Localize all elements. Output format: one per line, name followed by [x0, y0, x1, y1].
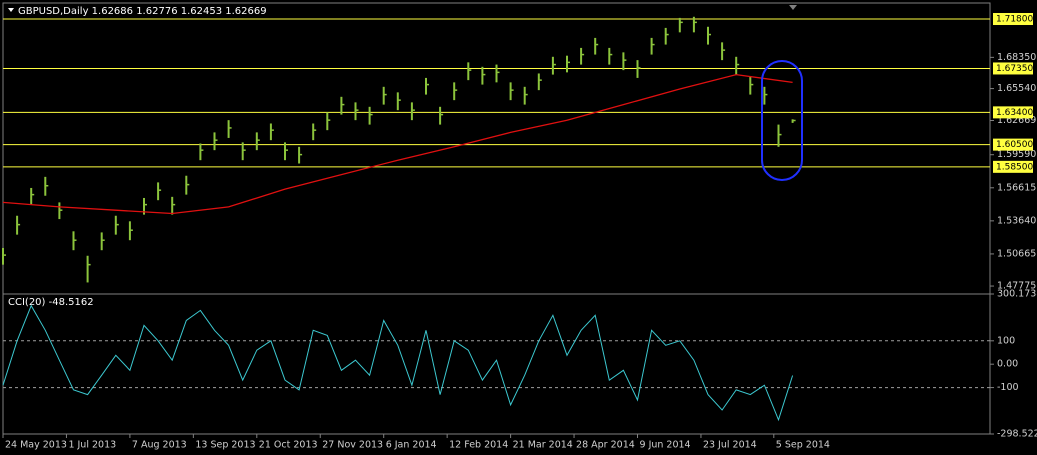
y-tick-label: 1.50665	[997, 248, 1036, 259]
chart-title: GBPUSD,Daily 1.62686 1.62776 1.62453 1.6…	[18, 6, 267, 17]
level-label: 1.67350	[996, 64, 1033, 74]
x-tick-label: 6 Jan 2014	[386, 440, 437, 451]
x-tick-label: 1 Jul 2013	[68, 440, 116, 451]
level-label: 1.63400	[996, 108, 1033, 118]
level-label: 1.71800	[996, 15, 1033, 25]
y-tick-label: 1.53640	[997, 215, 1036, 226]
level-label-box	[993, 13, 1033, 26]
x-tick-label: 13 Sep 2013	[195, 440, 255, 451]
level-label: 1.60500	[996, 140, 1033, 150]
plot-frame	[2, 2, 991, 435]
x-tick-label: 21 Oct 2013	[259, 440, 318, 451]
level-label-box	[993, 138, 1033, 151]
y-tick-label: 1.47775	[997, 281, 1036, 292]
level-label-box	[993, 106, 1033, 119]
y-tick-label: 100	[997, 335, 1015, 346]
y-tick-label: -298.5228	[997, 429, 1037, 440]
plot-layer: 1.68350 1.65540 1.62669 1.59590 1.56615 1.536…	[2, 13, 1037, 451]
menu-arrow[interactable]	[8, 8, 14, 12]
y-tick-label: 0.00	[997, 359, 1018, 370]
indicator-title: CCI(20) -48.5162	[8, 297, 94, 308]
x-tick-label: 21 Mar 2014	[513, 440, 573, 451]
x-tick-label: 27 Nov 2013	[322, 440, 383, 451]
y-tick-label: 1.62669	[997, 115, 1036, 126]
x-tick-label: 28 Apr 2014	[576, 440, 635, 451]
y-tick-label: 1.59590	[997, 149, 1036, 160]
shift-marker	[789, 5, 797, 10]
y-tick-label: 1.56615	[997, 182, 1036, 193]
y-tick-label: 1.68350	[997, 52, 1036, 63]
y-tick-label: 300.1738	[997, 289, 1037, 300]
cci-line	[2, 304, 794, 422]
level-label-box	[993, 160, 1033, 173]
x-tick-label: 23 Jul 2014	[703, 440, 757, 451]
x-tick-label: 7 Aug 2013	[132, 440, 187, 451]
x-tick-label: 12 Feb 2014	[449, 440, 508, 451]
x-tick-label: 24 May 2013	[5, 440, 67, 451]
x-tick-label: 5 Sep 2014	[776, 440, 830, 451]
moving-average	[2, 73, 793, 215]
y-tick-label: -100	[997, 382, 1019, 393]
y-tick-label: 1.65540	[997, 83, 1036, 94]
level-label-box	[993, 62, 1033, 75]
highlight-ellipse	[761, 60, 803, 181]
level-label: 1.58500	[996, 162, 1033, 172]
x-tick-label: 9 Jun 2014	[640, 440, 691, 451]
